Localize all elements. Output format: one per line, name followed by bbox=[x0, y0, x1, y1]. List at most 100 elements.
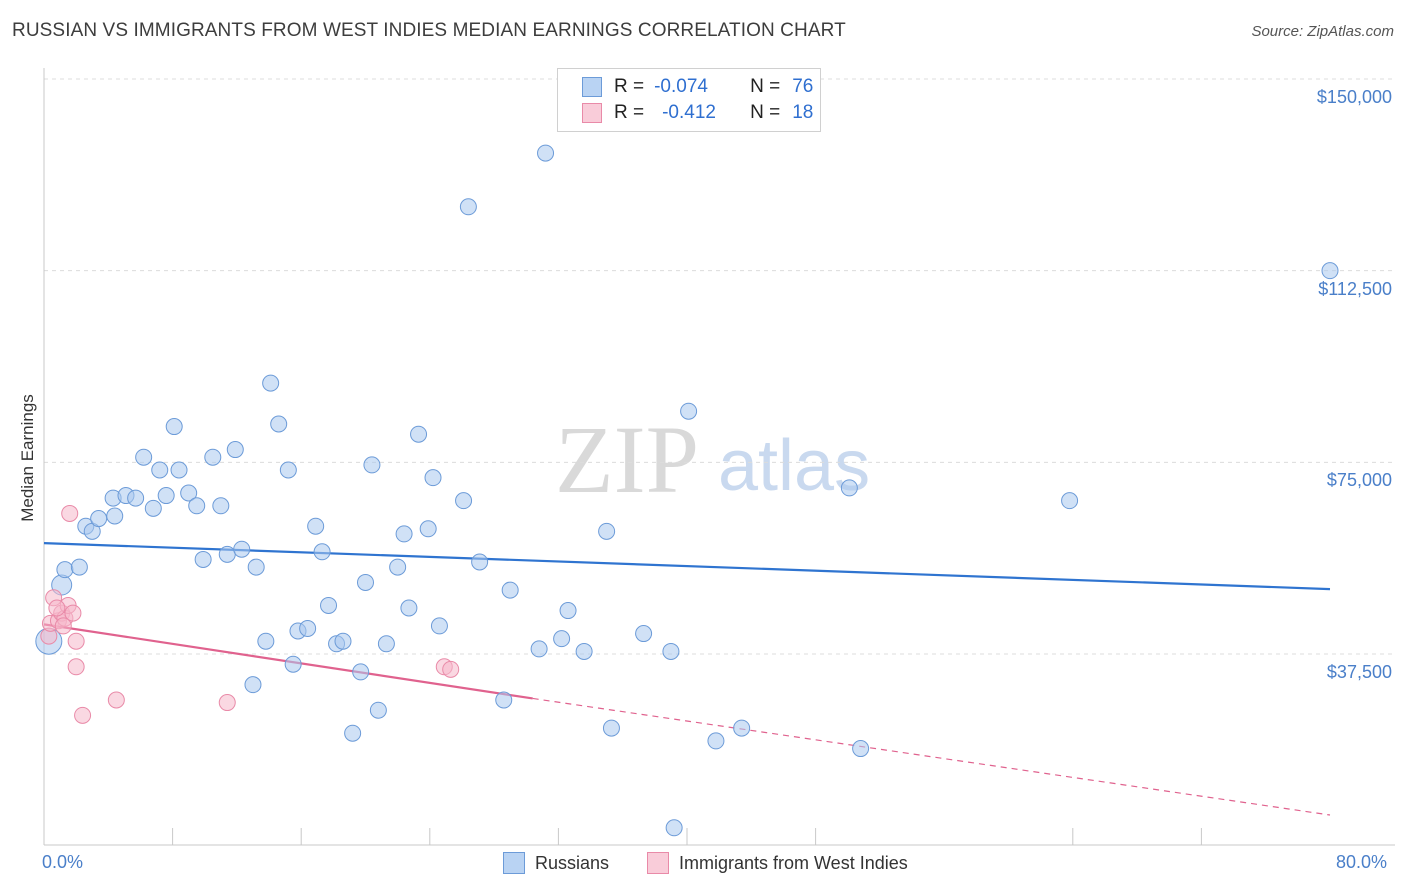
russians-point bbox=[410, 425, 428, 443]
russians-point bbox=[144, 499, 162, 517]
russians-point bbox=[680, 402, 698, 420]
legend-n-label: N = bbox=[750, 102, 781, 123]
russians-point bbox=[430, 617, 448, 635]
russians-point bbox=[180, 484, 198, 502]
russians-point bbox=[501, 581, 519, 599]
x-tick-max: 80.0% bbox=[1336, 852, 1388, 872]
russians-point bbox=[840, 479, 858, 497]
legend-r-label: R = bbox=[614, 76, 645, 97]
russians-point bbox=[194, 550, 212, 568]
watermark-zip: ZIP bbox=[555, 406, 699, 513]
legend-n-value: 18 bbox=[792, 102, 814, 123]
russians-point bbox=[226, 441, 244, 459]
russians-point bbox=[530, 640, 548, 658]
legend-n-value: 76 bbox=[792, 76, 814, 97]
west-indies-point bbox=[442, 660, 460, 678]
russians-point bbox=[733, 719, 751, 737]
russians-point bbox=[262, 374, 280, 392]
russians-point bbox=[188, 497, 206, 515]
legend-swatch-russians bbox=[582, 77, 602, 97]
russians-point bbox=[307, 517, 325, 535]
legend-n-label: N = bbox=[750, 76, 781, 97]
trend-line-russians bbox=[43, 541, 1331, 591]
russians-point bbox=[635, 625, 653, 643]
russians-point bbox=[320, 596, 338, 614]
series-legend: Russians Immigrants from West Indies bbox=[0, 852, 1406, 878]
source-label: Source: ZipAtlas.com bbox=[1251, 23, 1394, 40]
russians-point bbox=[313, 543, 331, 561]
russians-point bbox=[299, 619, 317, 637]
west-indies-point bbox=[64, 604, 82, 622]
y-tick-label: $150,000 bbox=[1316, 87, 1392, 107]
russians-point bbox=[279, 461, 297, 479]
russians-point bbox=[1321, 262, 1339, 280]
russians-point bbox=[270, 415, 288, 433]
russians-point bbox=[400, 599, 418, 617]
russians-point bbox=[662, 642, 680, 660]
russians-point bbox=[170, 461, 188, 479]
russians-point bbox=[495, 691, 513, 709]
west-indies-point bbox=[67, 632, 85, 650]
legend-r-value: -0.074 bbox=[654, 76, 708, 97]
russians-point bbox=[157, 487, 175, 505]
west-indies-point bbox=[107, 691, 125, 709]
west-indies-point bbox=[61, 504, 79, 522]
russians-point bbox=[212, 497, 230, 515]
russians-point bbox=[575, 642, 593, 660]
y-tick-label: $37,500 bbox=[1326, 662, 1392, 682]
russians-point bbox=[559, 602, 577, 620]
russians-point bbox=[334, 632, 352, 650]
russians-point bbox=[244, 676, 262, 694]
y-tick-label: $112,500 bbox=[1318, 278, 1392, 299]
russians-point bbox=[707, 732, 725, 750]
russians-point bbox=[233, 540, 251, 558]
russians-point bbox=[357, 573, 374, 591]
russians-point bbox=[70, 558, 88, 576]
russians-point bbox=[455, 492, 473, 510]
legend-row-russians: R = -0.074 N = 76 bbox=[582, 75, 813, 99]
russians-point bbox=[395, 525, 413, 543]
russians-point bbox=[135, 448, 153, 466]
series-swatch-west-indies bbox=[647, 852, 669, 874]
legend-swatch-west-indies bbox=[582, 103, 602, 123]
russians-point bbox=[257, 632, 275, 650]
russians-point bbox=[218, 545, 236, 563]
russians-point bbox=[537, 144, 555, 162]
russians-point bbox=[665, 819, 683, 837]
russians-point bbox=[363, 456, 381, 474]
series-label-russians: Russians bbox=[535, 852, 610, 873]
russians-point bbox=[352, 663, 370, 681]
trend-line-west-indies bbox=[532, 697, 1331, 816]
russians-point bbox=[424, 469, 442, 487]
series-legend-west-indies[interactable]: Immigrants from West Indies bbox=[647, 852, 908, 874]
russians-point bbox=[90, 510, 108, 528]
russians-point bbox=[369, 701, 387, 719]
west-indies-point bbox=[74, 706, 92, 724]
russians-point bbox=[598, 522, 616, 540]
russians-point bbox=[1061, 492, 1079, 510]
series-legend-russians[interactable]: Russians bbox=[503, 852, 609, 874]
west-indies-point bbox=[67, 658, 85, 676]
russians-point bbox=[344, 724, 362, 742]
russians-point bbox=[602, 719, 620, 737]
russians-point bbox=[852, 740, 870, 758]
west-indies-point bbox=[54, 617, 72, 635]
russians-point bbox=[127, 489, 145, 507]
russians-point bbox=[204, 448, 222, 466]
west-indies-point bbox=[48, 599, 66, 617]
russians-point bbox=[459, 198, 477, 216]
russians-point bbox=[377, 635, 395, 653]
correlation-legend: R = -0.074 N = 76 R = -0.412 N = 18 bbox=[557, 68, 821, 132]
russians-point bbox=[389, 558, 407, 576]
y-tick-label: $75,000 bbox=[1326, 470, 1392, 491]
series-label-west-indies: Immigrants from West Indies bbox=[679, 852, 908, 873]
russians-point bbox=[419, 520, 437, 538]
russians-point bbox=[151, 461, 169, 479]
series-swatch-russians bbox=[503, 852, 525, 874]
russians-point bbox=[165, 418, 183, 436]
x-tick-min: 0.0% bbox=[42, 852, 84, 872]
legend-r-label: R = bbox=[614, 102, 645, 123]
legend-r-value: -0.412 bbox=[662, 102, 716, 123]
russians-point bbox=[247, 558, 265, 576]
